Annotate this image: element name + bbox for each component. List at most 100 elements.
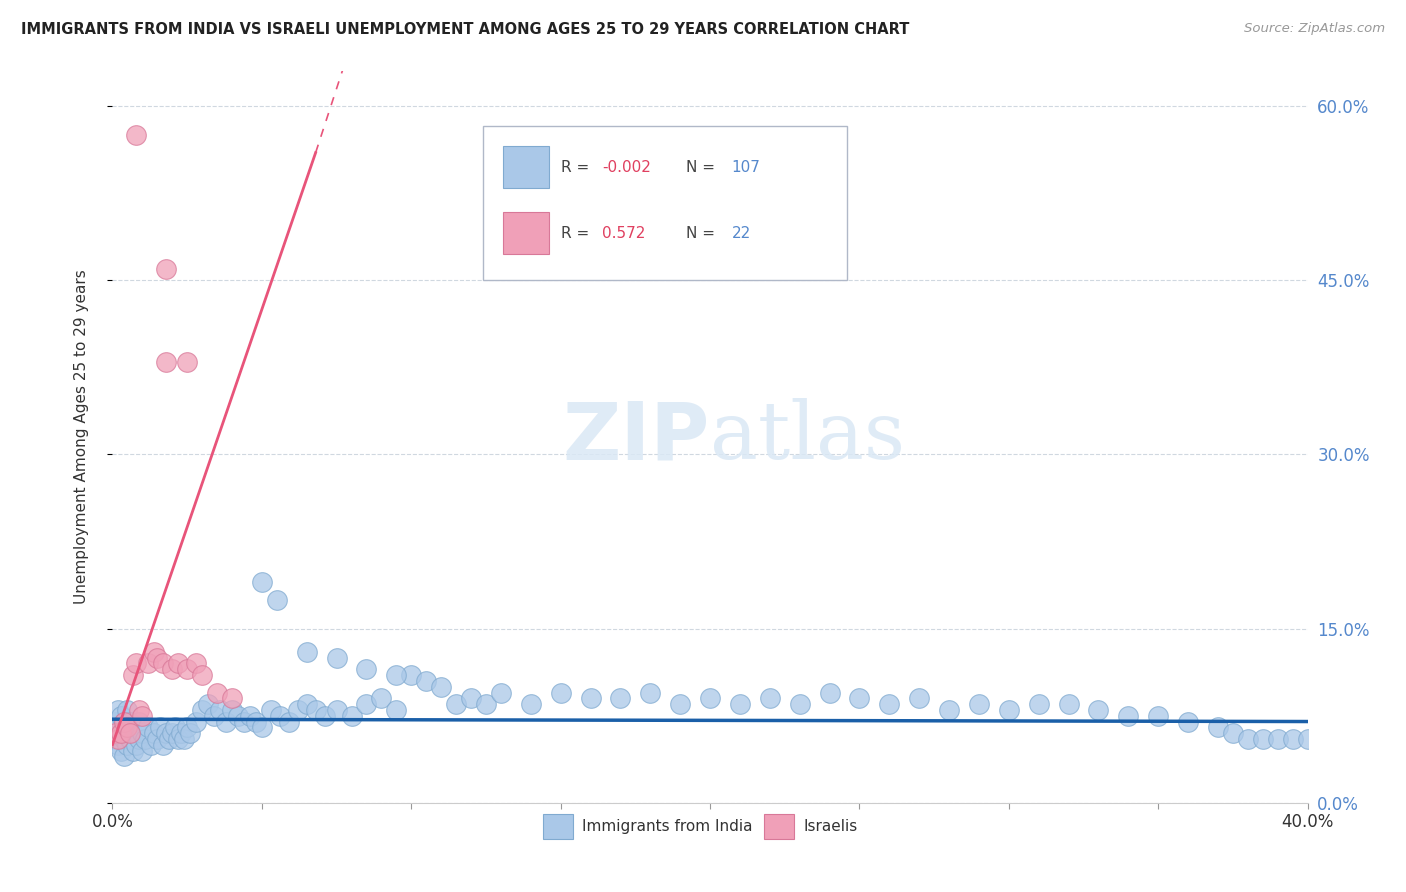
Point: [143, 645, 166, 659]
Point: [146, 650, 169, 665]
Point: [117, 738, 139, 752]
Point: [550, 685, 572, 699]
Point: [191, 703, 214, 717]
Point: [356, 662, 378, 676]
Point: [155, 354, 177, 368]
Point: [157, 731, 180, 746]
Point: [152, 657, 174, 671]
Point: [122, 726, 145, 740]
Point: [1222, 726, 1244, 740]
Point: [122, 743, 145, 757]
Point: [269, 708, 291, 723]
Point: [579, 691, 602, 706]
Point: [460, 691, 482, 706]
Point: [114, 731, 135, 746]
Point: [162, 662, 183, 676]
Point: [520, 697, 543, 711]
Point: [415, 673, 437, 688]
Point: [1237, 731, 1260, 746]
Point: [107, 738, 129, 752]
Point: [114, 714, 135, 729]
Point: [1177, 714, 1199, 729]
Bar: [503, 211, 548, 254]
Point: [325, 650, 347, 665]
Point: [125, 738, 148, 752]
Point: [1267, 731, 1289, 746]
Point: [1281, 731, 1303, 746]
Point: [165, 720, 187, 734]
Point: [176, 354, 198, 368]
Point: [179, 726, 201, 740]
Point: [245, 714, 267, 729]
Point: [202, 708, 225, 723]
Point: [146, 731, 169, 746]
Point: [277, 714, 299, 729]
Point: [110, 743, 132, 757]
Point: [167, 731, 190, 746]
Bar: [543, 814, 572, 839]
Point: [848, 691, 870, 706]
Point: [104, 731, 127, 746]
Point: [385, 703, 408, 717]
Point: [138, 720, 160, 734]
Point: [1028, 697, 1050, 711]
Text: IMMIGRANTS FROM INDIA VS ISRAELI UNEMPLOYMENT AMONG AGES 25 TO 29 YEARS CORRELAT: IMMIGRANTS FROM INDIA VS ISRAELI UNEMPLO…: [21, 22, 910, 37]
Point: [117, 720, 139, 734]
Point: [489, 685, 512, 699]
Point: [205, 685, 228, 699]
Point: [287, 703, 309, 717]
Text: 22: 22: [731, 227, 751, 241]
Text: Immigrants from India: Immigrants from India: [582, 820, 752, 834]
Text: R =: R =: [561, 161, 593, 176]
Point: [209, 703, 232, 717]
Point: [125, 657, 148, 671]
Point: [401, 668, 423, 682]
Point: [167, 657, 190, 671]
Point: [131, 708, 153, 723]
Text: R =: R =: [561, 227, 599, 241]
Text: 0.572: 0.572: [603, 227, 645, 241]
Text: -0.002: -0.002: [603, 161, 651, 176]
Text: atlas: atlas: [710, 398, 905, 476]
Point: [260, 703, 283, 717]
Point: [152, 738, 174, 752]
Point: [759, 691, 782, 706]
Text: Source: ZipAtlas.com: Source: ZipAtlas.com: [1244, 22, 1385, 36]
Bar: [503, 146, 548, 188]
Point: [104, 726, 127, 740]
Point: [186, 714, 208, 729]
Point: [170, 726, 193, 740]
Text: ZIP: ZIP: [562, 398, 710, 476]
Point: [250, 575, 273, 590]
Point: [191, 668, 214, 682]
Point: [131, 743, 153, 757]
Point: [226, 708, 249, 723]
Point: [176, 662, 198, 676]
Point: [122, 668, 145, 682]
Point: [266, 592, 288, 607]
Point: [305, 703, 328, 717]
Point: [1087, 703, 1109, 717]
Text: N =: N =: [686, 161, 720, 176]
Point: [162, 726, 183, 740]
Point: [340, 708, 363, 723]
Point: [107, 703, 129, 717]
Text: 107: 107: [731, 161, 761, 176]
Point: [430, 680, 453, 694]
Point: [879, 697, 901, 711]
Point: [155, 261, 177, 276]
Point: [110, 726, 132, 740]
Point: [197, 697, 219, 711]
Point: [221, 703, 243, 717]
Point: [385, 668, 408, 682]
Point: [110, 708, 132, 723]
FancyBboxPatch shape: [484, 126, 848, 280]
Point: [1147, 708, 1170, 723]
Point: [239, 708, 262, 723]
Point: [110, 726, 132, 740]
Point: [143, 726, 166, 740]
Point: [908, 691, 931, 706]
Point: [117, 703, 139, 717]
Bar: [763, 814, 794, 839]
Point: [295, 645, 318, 659]
